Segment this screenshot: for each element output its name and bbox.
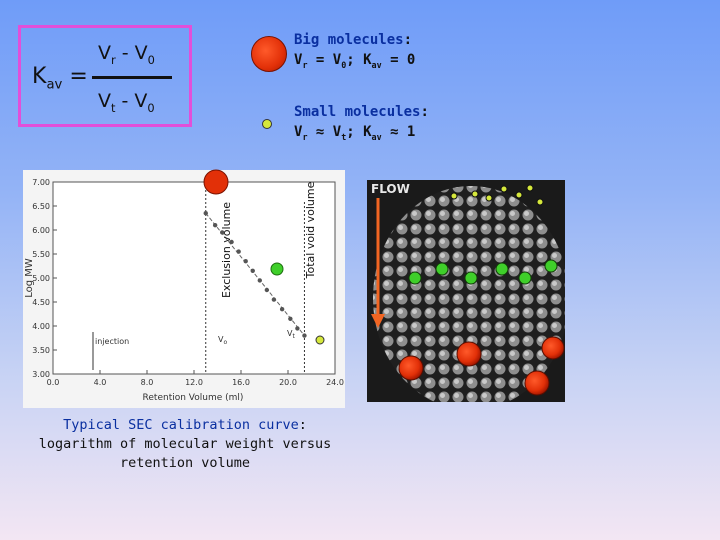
- y-tick-label: 3.00: [32, 370, 50, 379]
- data-point: [236, 249, 241, 254]
- y-tick-label: 5.00: [32, 274, 50, 283]
- x-tick-label: 0.0: [47, 378, 60, 387]
- data-point: [243, 259, 248, 264]
- data-point: [279, 307, 285, 312]
- y-tick-label: 6.00: [32, 226, 50, 235]
- small-molecule-icon: [526, 184, 534, 192]
- x-axis-label: Retention Volume (ml): [143, 393, 244, 403]
- small-molecules-text: Small molecules: Vr ≈ Vt; Kav ≈ 1: [294, 104, 429, 142]
- medium-molecule-icon: [464, 271, 478, 285]
- flow-arrow-icon: [371, 314, 385, 328]
- big-molecule-icon: [251, 36, 287, 72]
- formula-denominator: Vt - V0: [98, 90, 155, 115]
- small-molecule-icon: [536, 198, 544, 206]
- fraction-bar: [92, 76, 172, 79]
- medium-molecule-icon: [495, 262, 509, 276]
- y-tick-label: 4.50: [32, 298, 50, 307]
- data-point: [271, 297, 277, 302]
- small-molecule-icon: [450, 192, 458, 200]
- y-tick-label: 7.00: [32, 178, 50, 187]
- y-tick-label: 4.00: [32, 322, 50, 331]
- small-molecule-icon: [500, 185, 508, 193]
- x-tick-label: 16.0: [232, 378, 250, 387]
- vt-label: Vt: [287, 329, 295, 340]
- data-point: [264, 287, 270, 293]
- big-molecule-icon: [541, 336, 565, 360]
- big-molecule-icon: [524, 370, 550, 396]
- data-point: [220, 230, 225, 235]
- medium-molecule-icon: [435, 262, 449, 276]
- chart-caption: Typical SEC calibration curve: logarithm…: [38, 417, 332, 471]
- plot-area: [52, 181, 336, 375]
- x-tick-label: 12.0: [185, 378, 203, 387]
- y-tick-label: 5.50: [32, 250, 50, 259]
- calibration-chart: 7.00 6.50 6.00 5.50 5.00 4.50 4.00 3.50 3.00 0.0…: [23, 170, 345, 408]
- injection-label: injection: [95, 337, 129, 346]
- x-tick-label: 8.0: [141, 378, 154, 387]
- calibration-chart-svg: 7.00 6.50 6.00 5.50 5.00 4.50 4.00 3.50 3.00 0.0…: [24, 178, 344, 403]
- v0-label: Vo: [218, 335, 227, 346]
- small-molecule-icon: [515, 191, 523, 199]
- big-molecule-icon: [398, 355, 424, 381]
- y-axis-label: Log MW: [24, 258, 35, 298]
- formula-numerator: Vr - V0: [98, 42, 155, 67]
- big-molecule-icon: [456, 341, 482, 367]
- x-tick-label: 24.0: [326, 378, 344, 387]
- small-molecule-icon: [485, 194, 493, 202]
- medium-molecule-icon: [518, 271, 532, 285]
- bead-packing: [373, 186, 565, 402]
- data-point: [302, 333, 307, 338]
- y-tick-label: 6.50: [32, 202, 50, 211]
- data-point: [229, 239, 234, 245]
- column-cross-section: FLOW: [367, 180, 565, 402]
- y-tick-label: 3.50: [32, 346, 50, 355]
- data-point: [212, 223, 218, 228]
- data-point: [295, 326, 300, 331]
- big-molecules-text: Big molecules: Vr = V0; Kav = 0: [294, 32, 416, 70]
- flow-label: FLOW: [371, 182, 410, 196]
- kav-symbol: Kav =: [32, 64, 88, 93]
- data-point: [257, 278, 262, 283]
- small-molecule-icon: [471, 190, 479, 198]
- medium-molecule-icon: [408, 271, 422, 285]
- medium-molecule-icon: [544, 259, 558, 273]
- x-tick-label: 20.0: [279, 378, 297, 387]
- data-point: [250, 268, 255, 273]
- data-point: [288, 316, 293, 321]
- formula-box: [18, 25, 192, 127]
- data-point: [203, 211, 208, 216]
- small-molecule-icon: [262, 119, 272, 129]
- x-tick-label: 4.0: [94, 378, 107, 387]
